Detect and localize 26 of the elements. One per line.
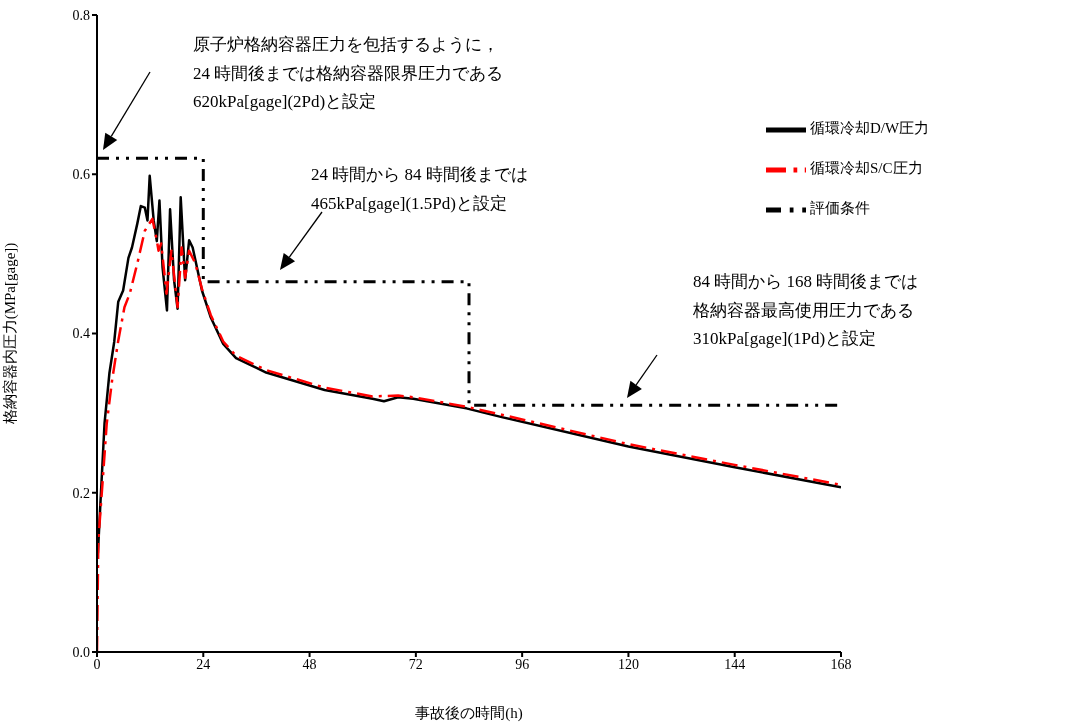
- legend-label: 循環冷却D/W圧力: [810, 120, 930, 137]
- y-tick-label: 0.6: [72, 167, 90, 183]
- annotation: 84 時間から 168 時間後までは: [693, 271, 919, 293]
- y-tick-label: 0.2: [72, 485, 90, 501]
- annotation: 465kPa[gage](1.5Pd)と設定: [311, 193, 507, 215]
- annotation: 原子炉格納容器圧力を包括するように，: [193, 34, 499, 56]
- annotation: 310kPa[gage](1Pd)と設定: [693, 328, 877, 350]
- annotation: 格納容器最高使用圧力である: [693, 300, 914, 322]
- y-tick-label: 0.8: [72, 7, 90, 23]
- x-tick-label: 120: [617, 656, 639, 672]
- annotation: 24 時間後までは格納容器限界圧力である: [193, 63, 504, 85]
- y-axis-title: 格納容器内圧力(MPa[gage]): [2, 242, 20, 426]
- x-tick-label: 24: [196, 656, 211, 672]
- x-axis-title: 事故後の時間(h): [415, 705, 523, 722]
- y-tick-label: 0.0: [72, 644, 90, 660]
- x-tick-label: 96: [515, 656, 530, 672]
- legend-label: 評価条件: [810, 200, 870, 217]
- x-tick-label: 168: [830, 656, 852, 672]
- x-tick-label: 48: [302, 656, 317, 672]
- annotation: 620kPa[gage](2Pd)と設定: [193, 91, 377, 113]
- annotation: 24 時間から 84 時間後までは: [311, 164, 528, 186]
- x-tick-label: 144: [724, 656, 746, 672]
- legend-label: 循環冷却S/C圧力: [810, 160, 923, 177]
- x-tick-label: 72: [408, 656, 423, 672]
- x-tick-label: 0: [93, 656, 101, 672]
- y-tick-label: 0.4: [72, 326, 90, 342]
